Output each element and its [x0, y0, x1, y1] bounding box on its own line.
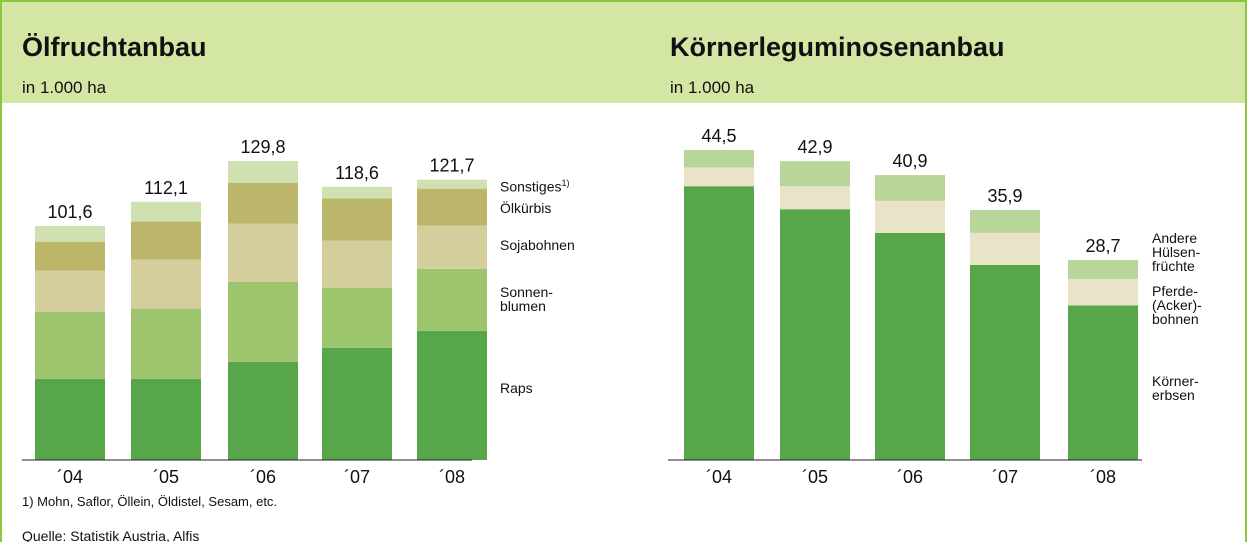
x-tick-label: ´07	[344, 467, 370, 487]
bar-segment	[35, 311, 105, 379]
legend-label: Körner- erbsen	[1152, 373, 1199, 403]
bar-segment	[228, 182, 298, 224]
chart-title: Körnerleguminosenanbau	[670, 32, 1005, 62]
bar-segment	[417, 179, 487, 189]
bar-segment	[131, 201, 201, 222]
bar-segment	[322, 198, 392, 241]
bar-segment	[684, 167, 754, 187]
total-label: 35,9	[987, 186, 1022, 206]
legend-label: Pferde- (Acker)- bohnen	[1152, 283, 1202, 327]
bar-segment	[417, 225, 487, 269]
x-tick-label: ´07	[992, 467, 1018, 487]
legend-label: Sonstiges1)	[500, 178, 570, 195]
bar-segment	[228, 161, 298, 183]
source: Quelle: Statistik Austria, Alfis	[22, 528, 200, 542]
bar-segment	[684, 150, 754, 168]
bar-segment	[35, 270, 105, 312]
x-tick-label: ´06	[250, 467, 276, 487]
bar-segment	[417, 188, 487, 226]
x-tick-label: ´08	[1090, 467, 1116, 487]
legend-label: Andere Hülsen- früchte	[1152, 230, 1201, 274]
bar-segment	[970, 232, 1040, 265]
total-label: 40,9	[892, 151, 927, 171]
bar-segment	[970, 209, 1040, 233]
legend-note: 1)	[561, 178, 570, 188]
bar-segment	[228, 223, 298, 282]
chart-subtitle: in 1.000 ha	[670, 78, 755, 97]
footnote: 1) Mohn, Saflor, Öllein, Öldistel, Sesam…	[22, 494, 278, 509]
chart-title: Ölfruchtanbau	[22, 32, 207, 62]
legend-label: Raps	[500, 380, 533, 396]
x-tick-label: ´04	[706, 467, 732, 487]
total-label: 118,6	[335, 163, 379, 183]
bar-segment	[1068, 278, 1138, 306]
bar-segment	[1068, 305, 1138, 460]
total-label: 44,5	[701, 126, 736, 146]
bar-segment	[780, 161, 850, 187]
total-label: 121,7	[429, 156, 474, 176]
bar-segment	[35, 378, 105, 460]
bar-segment	[131, 308, 201, 379]
bar-segment	[131, 259, 201, 309]
x-tick-label: ´05	[153, 467, 179, 487]
x-tick-label: ´04	[57, 467, 83, 487]
bar-segment	[780, 186, 850, 210]
bar-segment	[875, 232, 945, 460]
chart-subtitle: in 1.000 ha	[22, 78, 107, 97]
bar-segment	[780, 209, 850, 460]
bar-segment	[228, 361, 298, 460]
bar-segment	[322, 240, 392, 288]
x-tick-label: ´06	[897, 467, 923, 487]
bar-segment	[1068, 260, 1138, 279]
total-label: 129,8	[240, 137, 285, 157]
bar-segment	[131, 378, 201, 460]
total-label: 101,6	[47, 202, 92, 222]
header-band	[1, 1, 1247, 103]
bar-segment	[322, 347, 392, 460]
x-tick-label: ´05	[802, 467, 828, 487]
bar-segment	[417, 268, 487, 331]
legend-label: Ölkürbis	[500, 200, 552, 216]
bar-segment	[875, 175, 945, 201]
bar-segment	[322, 186, 392, 199]
total-label: 112,1	[144, 178, 188, 198]
bar-segment	[35, 241, 105, 271]
legend-label: Sonnen- blumen	[500, 284, 553, 314]
bar-segment	[970, 264, 1040, 460]
bar-segment	[228, 281, 298, 362]
bar-segment	[35, 225, 105, 242]
total-label: 28,7	[1085, 236, 1120, 256]
bar-segment	[875, 200, 945, 233]
bar-segment	[131, 221, 201, 260]
bar-segment	[417, 330, 487, 460]
bar-segment	[322, 287, 392, 348]
bar-segment	[684, 186, 754, 460]
legend-label: Sojabohnen	[500, 237, 575, 253]
x-tick-label: ´08	[439, 467, 465, 487]
total-label: 42,9	[797, 137, 832, 157]
